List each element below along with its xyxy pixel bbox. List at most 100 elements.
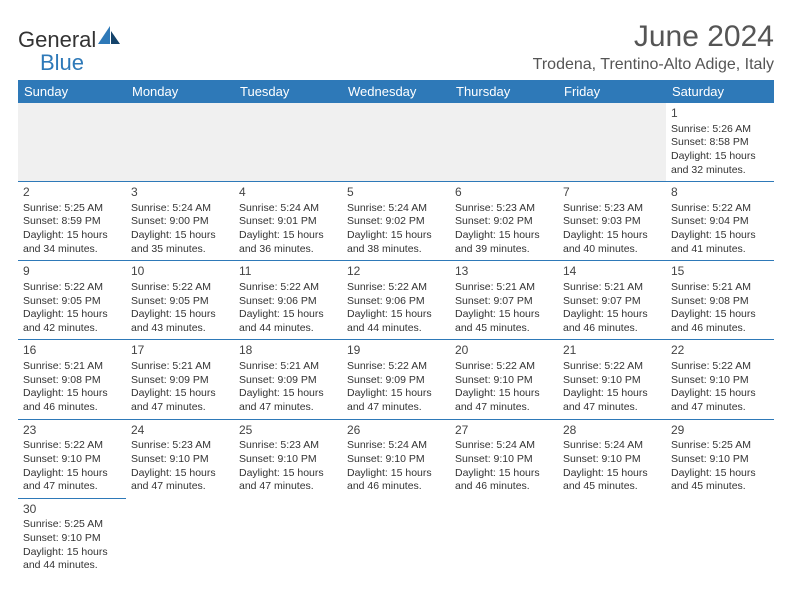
month-title: June 2024 [533,20,774,54]
calendar-cell: 6Sunrise: 5:23 AMSunset: 9:02 PMDaylight… [450,182,558,261]
sunset-text: Sunset: 9:03 PM [563,215,661,229]
calendar-cell-empty [666,498,774,577]
day-number: 19 [347,343,445,359]
sunrise-text: Sunrise: 5:25 AM [23,518,121,532]
calendar-cell: 13Sunrise: 5:21 AMSunset: 9:07 PMDayligh… [450,261,558,340]
brand-part2: Blue [40,50,84,75]
sunset-text: Sunset: 9:10 PM [131,453,229,467]
calendar-head: SundayMondayTuesdayWednesdayThursdayFrid… [18,80,774,103]
calendar-cell-empty [18,103,126,182]
calendar-body: 1Sunrise: 5:26 AMSunset: 8:58 PMDaylight… [18,103,774,577]
sunrise-text: Sunrise: 5:21 AM [455,281,553,295]
sunrise-text: Sunrise: 5:22 AM [671,360,769,374]
calendar-cell: 10Sunrise: 5:22 AMSunset: 9:05 PMDayligh… [126,261,234,340]
daylight-text: Daylight: 15 hours and 45 minutes. [563,467,661,494]
daylight-text: Daylight: 15 hours and 47 minutes. [563,387,661,414]
sunset-text: Sunset: 9:06 PM [239,295,337,309]
daylight-text: Daylight: 15 hours and 47 minutes. [23,467,121,494]
daylight-text: Daylight: 15 hours and 40 minutes. [563,229,661,256]
calendar-cell: 23Sunrise: 5:22 AMSunset: 9:10 PMDayligh… [18,419,126,498]
calendar-row: 2Sunrise: 5:25 AMSunset: 8:59 PMDaylight… [18,182,774,261]
calendar-cell-empty [558,498,666,577]
daylight-text: Daylight: 15 hours and 42 minutes. [23,308,121,335]
calendar-cell-empty [558,103,666,182]
calendar-cell-empty [126,498,234,577]
calendar-row: 23Sunrise: 5:22 AMSunset: 9:10 PMDayligh… [18,419,774,498]
day-number: 13 [455,264,553,280]
sunrise-text: Sunrise: 5:24 AM [131,202,229,216]
calendar-cell: 29Sunrise: 5:25 AMSunset: 9:10 PMDayligh… [666,419,774,498]
sunset-text: Sunset: 9:05 PM [23,295,121,309]
daylight-text: Daylight: 15 hours and 44 minutes. [347,308,445,335]
sunrise-text: Sunrise: 5:21 AM [563,281,661,295]
sunset-text: Sunset: 9:06 PM [347,295,445,309]
day-number: 3 [131,185,229,201]
daylight-text: Daylight: 15 hours and 45 minutes. [455,308,553,335]
sunset-text: Sunset: 9:10 PM [563,374,661,388]
calendar-cell: 8Sunrise: 5:22 AMSunset: 9:04 PMDaylight… [666,182,774,261]
title-block: June 2024 Trodena, Trentino-Alto Adige, … [533,20,774,74]
calendar-cell: 19Sunrise: 5:22 AMSunset: 9:09 PMDayligh… [342,340,450,419]
day-number: 10 [131,264,229,280]
sunrise-text: Sunrise: 5:24 AM [347,202,445,216]
calendar-cell-empty [342,103,450,182]
calendar-cell: 16Sunrise: 5:21 AMSunset: 9:08 PMDayligh… [18,340,126,419]
sunset-text: Sunset: 9:07 PM [563,295,661,309]
calendar-cell: 5Sunrise: 5:24 AMSunset: 9:02 PMDaylight… [342,182,450,261]
sunset-text: Sunset: 9:10 PM [347,453,445,467]
sunrise-text: Sunrise: 5:23 AM [563,202,661,216]
day-number: 23 [23,423,121,439]
daylight-text: Daylight: 15 hours and 32 minutes. [671,150,769,177]
day-number: 21 [563,343,661,359]
day-header: Friday [558,80,666,103]
daylight-text: Daylight: 15 hours and 34 minutes. [23,229,121,256]
day-number: 15 [671,264,769,280]
sunrise-text: Sunrise: 5:23 AM [239,439,337,453]
daylight-text: Daylight: 15 hours and 47 minutes. [347,387,445,414]
daylight-text: Daylight: 15 hours and 44 minutes. [239,308,337,335]
calendar-cell: 3Sunrise: 5:24 AMSunset: 9:00 PMDaylight… [126,182,234,261]
day-number: 12 [347,264,445,280]
sunrise-text: Sunrise: 5:21 AM [23,360,121,374]
day-number: 5 [347,185,445,201]
daylight-text: Daylight: 15 hours and 46 minutes. [671,308,769,335]
sunset-text: Sunset: 9:10 PM [23,453,121,467]
day-header: Monday [126,80,234,103]
calendar-cell: 26Sunrise: 5:24 AMSunset: 9:10 PMDayligh… [342,419,450,498]
day-header: Sunday [18,80,126,103]
calendar-row: 30Sunrise: 5:25 AMSunset: 9:10 PMDayligh… [18,498,774,577]
day-number: 9 [23,264,121,280]
sunrise-text: Sunrise: 5:24 AM [455,439,553,453]
daylight-text: Daylight: 15 hours and 46 minutes. [347,467,445,494]
day-number: 2 [23,185,121,201]
calendar-cell: 25Sunrise: 5:23 AMSunset: 9:10 PMDayligh… [234,419,342,498]
daylight-text: Daylight: 15 hours and 44 minutes. [23,546,121,573]
sunrise-text: Sunrise: 5:22 AM [23,439,121,453]
sunrise-text: Sunrise: 5:26 AM [671,123,769,137]
sunrise-text: Sunrise: 5:23 AM [131,439,229,453]
location: Trodena, Trentino-Alto Adige, Italy [533,56,774,74]
sunrise-text: Sunrise: 5:24 AM [239,202,337,216]
sunset-text: Sunset: 9:10 PM [23,532,121,546]
sunrise-text: Sunrise: 5:25 AM [23,202,121,216]
sunset-text: Sunset: 9:08 PM [23,374,121,388]
day-number: 1 [671,106,769,122]
sunset-text: Sunset: 9:10 PM [671,374,769,388]
calendar-cell-empty [126,103,234,182]
calendar-cell: 2Sunrise: 5:25 AMSunset: 8:59 PMDaylight… [18,182,126,261]
calendar-cell: 17Sunrise: 5:21 AMSunset: 9:09 PMDayligh… [126,340,234,419]
sunset-text: Sunset: 9:09 PM [347,374,445,388]
sunset-text: Sunset: 9:05 PM [131,295,229,309]
day-header: Tuesday [234,80,342,103]
sunset-text: Sunset: 9:00 PM [131,215,229,229]
sunset-text: Sunset: 9:10 PM [455,453,553,467]
brand-logo: General [18,20,122,54]
day-number: 8 [671,185,769,201]
sunrise-text: Sunrise: 5:25 AM [671,439,769,453]
calendar-cell: 15Sunrise: 5:21 AMSunset: 9:08 PMDayligh… [666,261,774,340]
calendar-cell: 7Sunrise: 5:23 AMSunset: 9:03 PMDaylight… [558,182,666,261]
sunset-text: Sunset: 9:01 PM [239,215,337,229]
daylight-text: Daylight: 15 hours and 35 minutes. [131,229,229,256]
sunset-text: Sunset: 9:10 PM [563,453,661,467]
day-number: 24 [131,423,229,439]
